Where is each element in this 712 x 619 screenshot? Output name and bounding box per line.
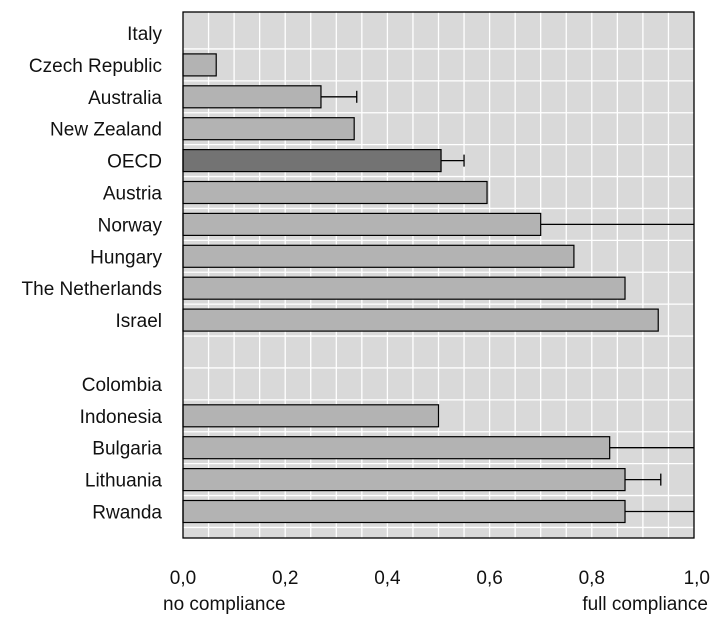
bar [182, 149, 442, 173]
bar [182, 53, 217, 77]
x-tick-label: 0,4 [374, 568, 401, 589]
x-tick-label: 0,8 [579, 568, 605, 589]
plot-frame [182, 11, 695, 539]
bar [182, 212, 542, 236]
bar [182, 180, 488, 205]
category-label: Lithuania [85, 471, 163, 492]
category-label: Czech Republic [29, 56, 162, 77]
x-tick-label: 0,0 [170, 568, 196, 589]
bar [182, 499, 626, 524]
bar [182, 276, 626, 300]
category-label: Austria [103, 184, 163, 205]
x-tick-label: 0,2 [272, 568, 298, 589]
bar [182, 244, 575, 268]
category-label: Israel [116, 311, 162, 332]
category-labels: Italy Czech Republic Australia New Zealand O… [22, 24, 163, 524]
x-tick-label: 1,0 [684, 568, 710, 589]
bar [182, 308, 659, 332]
x-max-note: full compliance [582, 594, 708, 614]
bar [182, 468, 626, 492]
category-label: New Zealand [50, 120, 162, 141]
category-label: The Netherlands [22, 279, 162, 300]
category-label: OECD [107, 152, 162, 173]
x-min-note: no compliance [163, 594, 286, 614]
category-label: Indonesia [80, 407, 163, 428]
category-label: Italy [127, 24, 162, 45]
category-label: Australia [88, 88, 162, 109]
bar [182, 117, 355, 141]
category-label: Hungary [90, 247, 162, 268]
category-label: Bulgaria [92, 439, 162, 460]
category-label: Norway [98, 215, 163, 236]
x-tick-labels: 0,0 0,2 0,4 0,6 0,8 1,0 [170, 568, 710, 589]
category-label: Colombia [82, 375, 163, 396]
bar [182, 85, 322, 109]
bar [182, 436, 611, 460]
bars [182, 53, 659, 524]
category-label: Rwanda [92, 503, 162, 524]
x-tick-label: 0,6 [476, 568, 502, 589]
bar [182, 404, 440, 428]
error-bars [320, 90, 694, 513]
